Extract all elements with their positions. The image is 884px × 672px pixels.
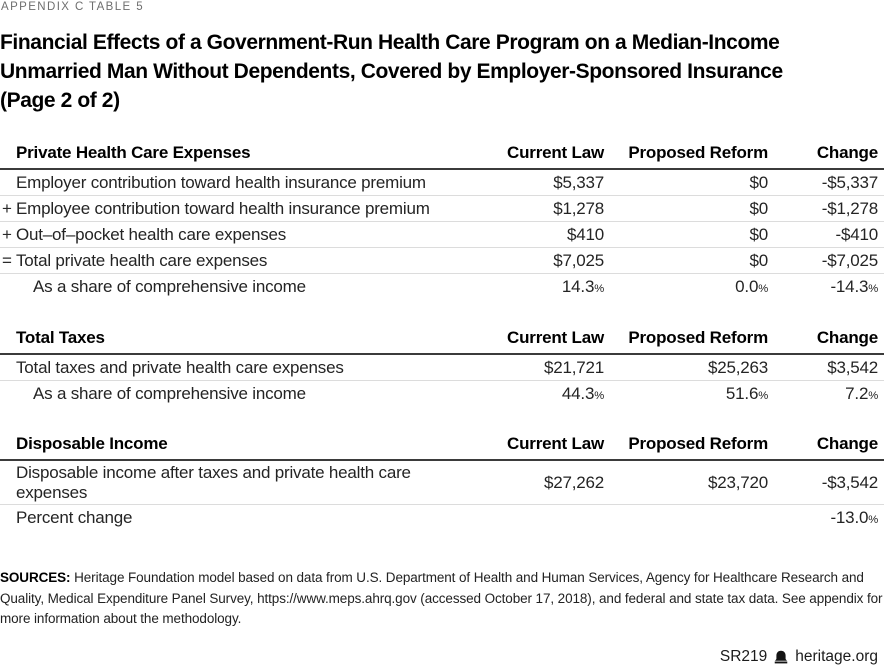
row-marker: = (2, 250, 12, 270)
cell-proposed-reform: $0 (749, 224, 768, 244)
table-private-health-care-expenses: Private Health Care Expenses Current Law… (0, 143, 884, 300)
column-header-current-law: Current Law (507, 328, 604, 347)
cell-proposed-reform: $0 (749, 172, 768, 192)
table-header-row: Total Taxes Current Law Proposed Reform … (0, 328, 884, 355)
table-row: Percent change -13.0% (0, 505, 884, 531)
cell-proposed-reform: $23,720 (707, 472, 768, 492)
cell-current-law: $410 (566, 224, 604, 244)
row-label: Percent change (16, 508, 133, 527)
sources-note: SOURCES: Heritage Foundation model based… (0, 568, 884, 630)
row-marker: + (2, 224, 12, 244)
cell-change: -$410 (835, 224, 879, 244)
sources-text: Heritage Foundation model based on data … (0, 570, 883, 626)
column-header-proposed-reform: Proposed Reform (628, 143, 768, 162)
cell-current-law: 44.3% (561, 384, 604, 403)
cell-change: $3,542 (827, 357, 878, 377)
table-row: As a share of comprehensive income 44.3%… (0, 381, 884, 407)
column-header-proposed-reform: Proposed Reform (628, 434, 768, 453)
column-header-current-law: Current Law (507, 434, 604, 453)
cell-current-law: $5,337 (553, 172, 604, 192)
cell-current-law: $1,278 (553, 198, 604, 218)
cell-proposed-reform: $0 (749, 250, 768, 270)
table-row: + Out–of–pocket health care expenses $41… (0, 222, 884, 248)
cell-change: -14.3% (830, 277, 878, 296)
site-domain: heritage.org (795, 648, 878, 665)
column-header-change: Change (816, 434, 878, 453)
column-header-change: Change (816, 328, 878, 347)
row-label: Total private health care expenses (16, 250, 268, 270)
cell-change: 7.2% (845, 384, 878, 403)
page-title-line-1: Financial Effects of a Government-Run He… (0, 31, 780, 54)
table-row: Disposable income after taxes and privat… (0, 461, 884, 505)
column-header-proposed-reform: Proposed Reform (628, 328, 768, 347)
table-total-taxes: Total Taxes Current Law Proposed Reform … (0, 328, 884, 407)
table-row: Employer contribution toward health insu… (0, 170, 884, 196)
page-title-line-2: Unmarried Man Without Dependents, Covere… (0, 60, 783, 83)
row-label: Employer contribution toward health insu… (16, 172, 426, 192)
column-header-change: Change (816, 143, 878, 162)
report-id: SR219 (719, 648, 768, 665)
cell-proposed-reform: $25,263 (707, 357, 768, 377)
table-header-row: Disposable Income Current Law Proposed R… (0, 434, 884, 461)
cell-current-law: $7,025 (553, 250, 604, 270)
row-label: Employee contribution toward health insu… (16, 198, 430, 218)
section-header: Disposable Income (16, 434, 168, 453)
row-label: Disposable income after taxes and privat… (16, 462, 411, 502)
cell-proposed-reform: $0 (749, 198, 768, 218)
table-header-row: Private Health Care Expenses Current Law… (0, 143, 884, 170)
sources-label: SOURCES: (0, 570, 71, 585)
cell-change: -$7,025 (821, 250, 878, 270)
page-title: Financial Effects of a Government-Run He… (0, 28, 783, 115)
cell-current-law: 14.3% (561, 277, 604, 296)
table-row: As a share of comprehensive income 14.3%… (0, 274, 884, 300)
row-label: Out–of–pocket health care expenses (16, 224, 287, 244)
cell-change: -13.0% (830, 508, 878, 527)
table-row: Total taxes and private health care expe… (0, 355, 884, 381)
section-header: Total Taxes (16, 328, 105, 347)
row-marker: + (2, 198, 12, 218)
table-row: = Total private health care expenses $7,… (0, 248, 884, 274)
cell-change: -$5,337 (821, 172, 878, 192)
cell-proposed-reform: 0.0% (735, 277, 768, 296)
table-row: + Employee contribution toward health in… (0, 196, 884, 222)
heritage-bell-icon (774, 650, 788, 664)
footer: SR219 heritage.org (720, 648, 878, 666)
cell-current-law: $27,262 (543, 472, 604, 492)
row-label: As a share of comprehensive income (33, 384, 306, 403)
row-label: As a share of comprehensive income (33, 277, 306, 296)
appendix-kicker: APPENDIX C TABLE 5 (1, 1, 145, 13)
column-header-current-law: Current Law (507, 143, 604, 162)
row-label: Total taxes and private health care expe… (16, 357, 344, 377)
cell-change: -$1,278 (821, 198, 878, 218)
page-title-line-3: (Page 2 of 2) (0, 89, 120, 112)
cell-proposed-reform: 51.6% (725, 384, 768, 403)
table-disposable-income: Disposable Income Current Law Proposed R… (0, 434, 884, 531)
cell-current-law: $21,721 (543, 357, 604, 377)
cell-change: -$3,542 (821, 472, 878, 492)
section-header: Private Health Care Expenses (16, 143, 251, 162)
